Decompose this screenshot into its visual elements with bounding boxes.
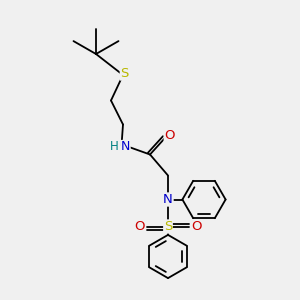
Text: H: H [110, 140, 119, 154]
Text: O: O [134, 220, 145, 233]
Text: N: N [163, 193, 173, 206]
Text: S: S [164, 220, 172, 233]
Text: N: N [121, 140, 130, 154]
Text: O: O [164, 129, 175, 142]
Text: S: S [120, 67, 129, 80]
Text: O: O [191, 220, 202, 233]
